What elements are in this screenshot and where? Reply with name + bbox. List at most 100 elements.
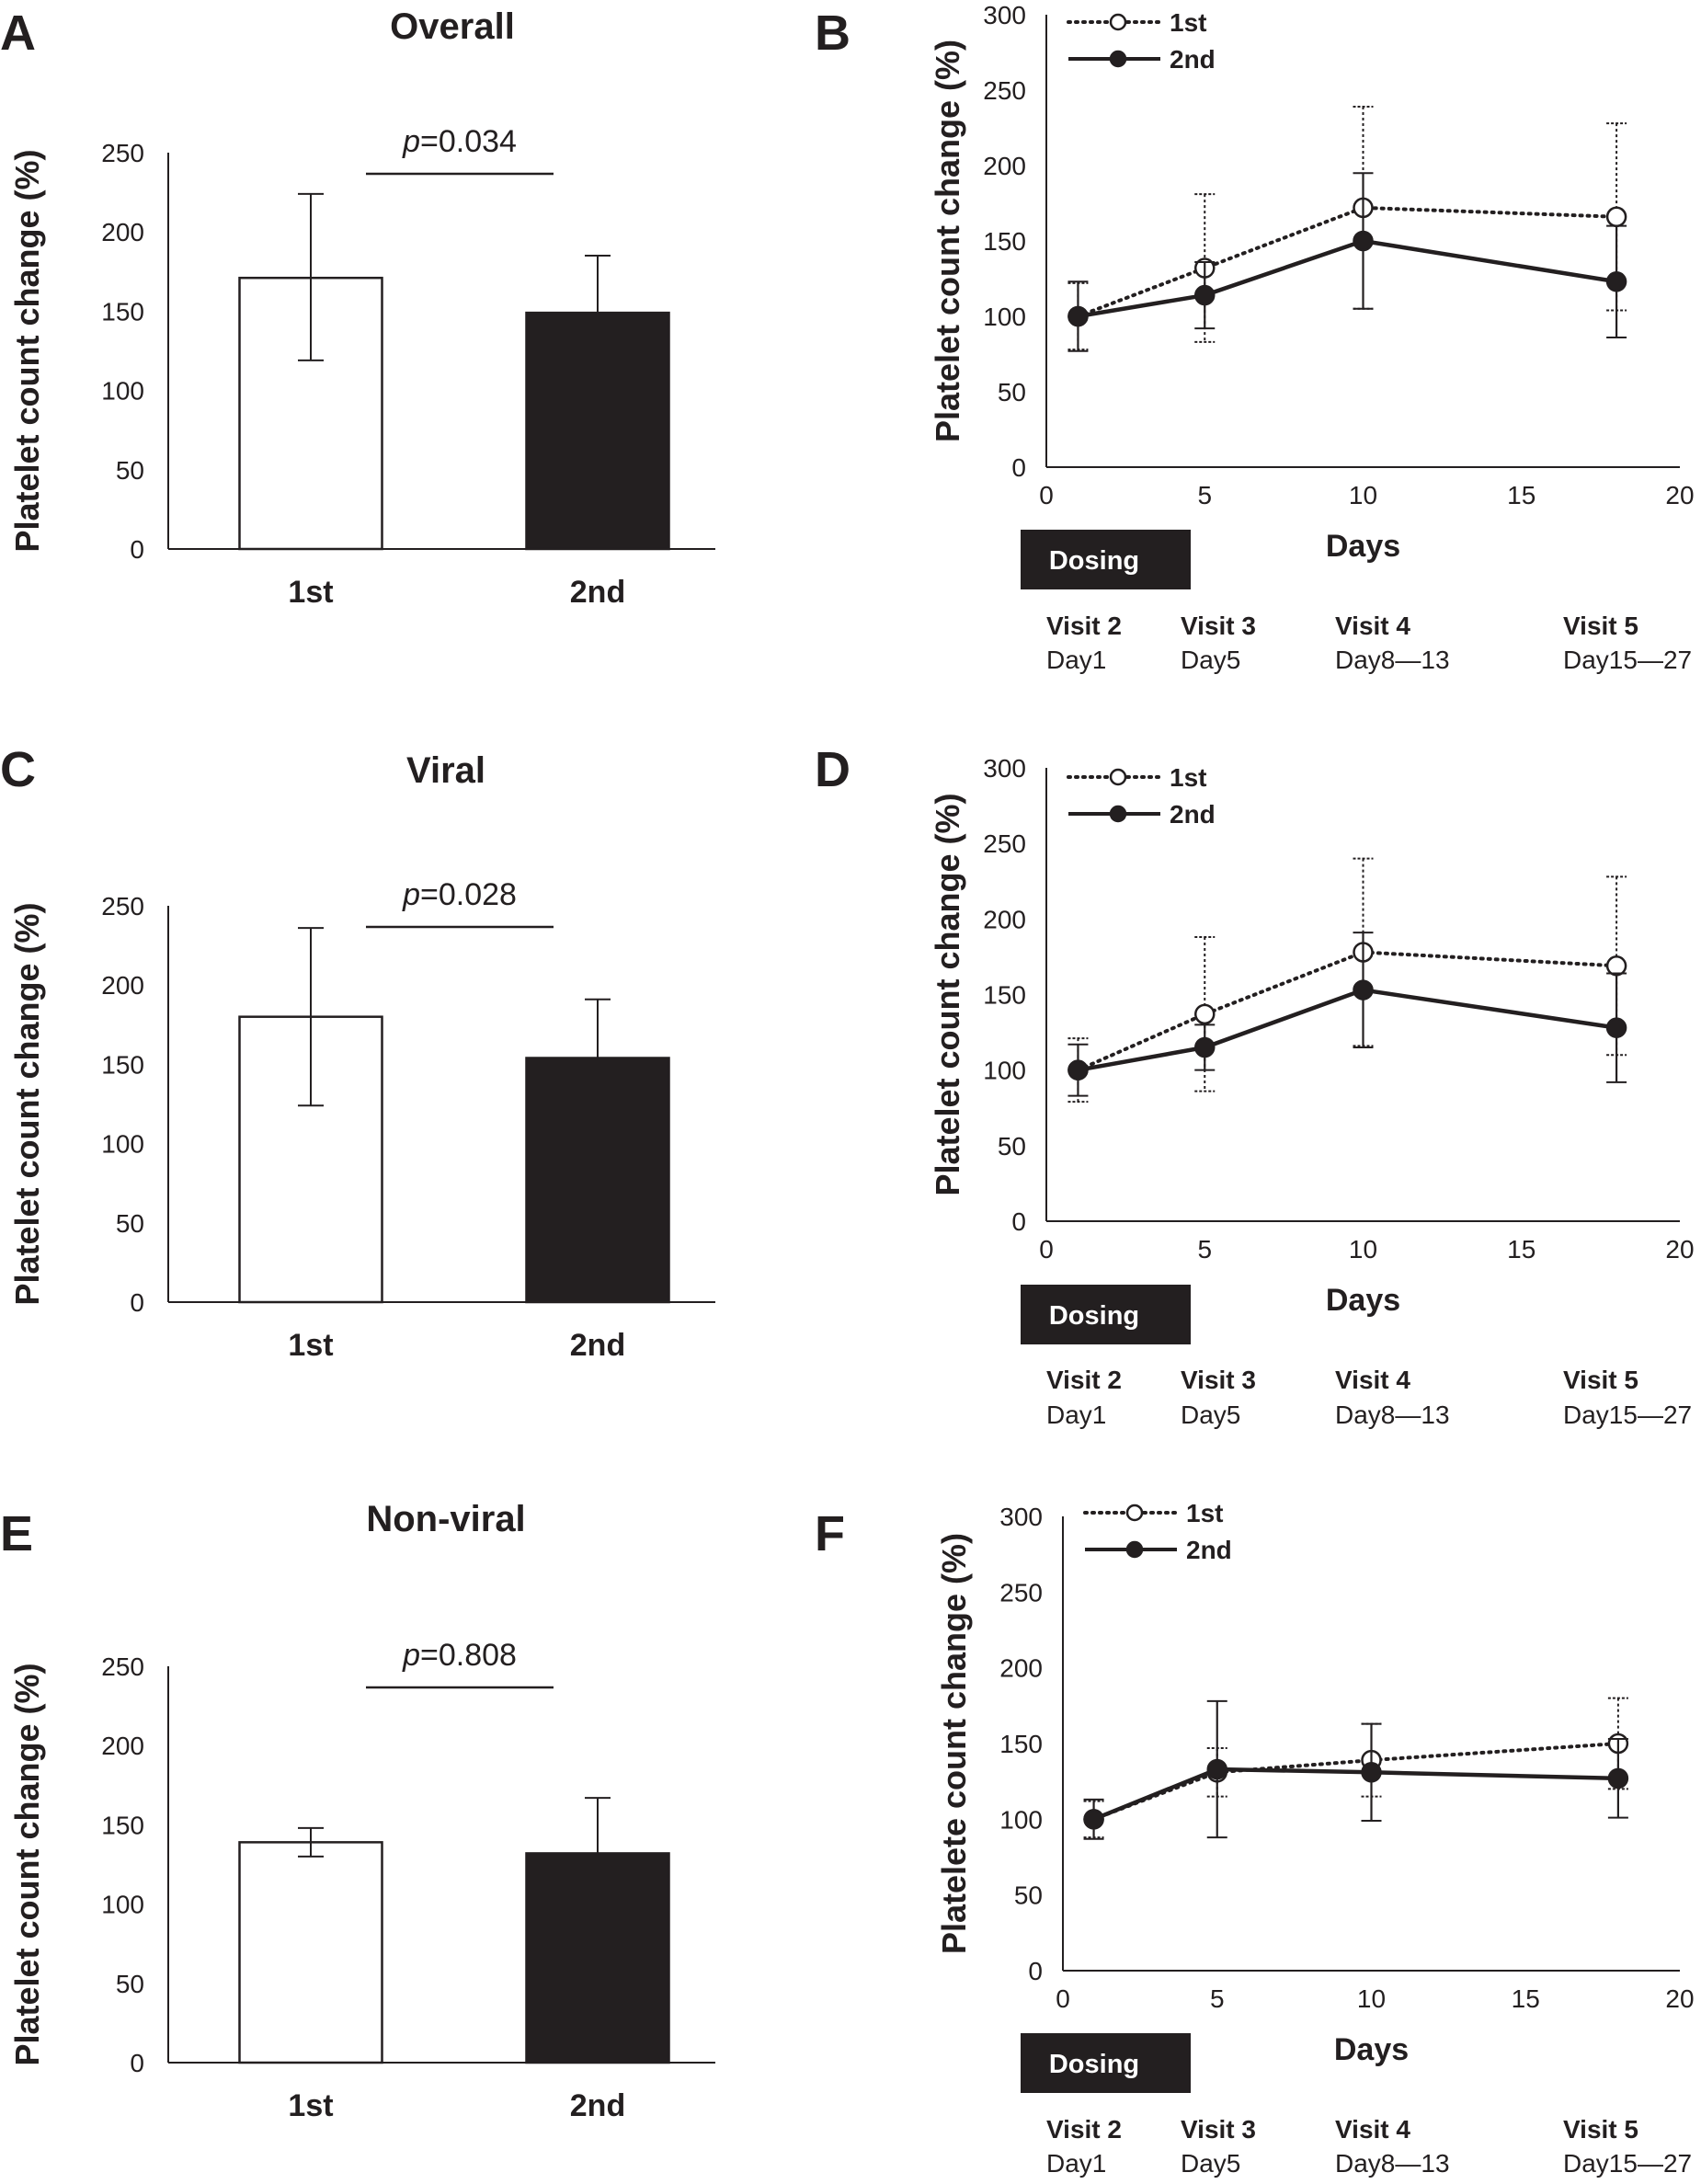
category-label: 1st <box>288 2088 333 2123</box>
y-tick-label: 100 <box>999 1805 1043 1834</box>
series-line <box>1092 1767 1618 1822</box>
series-2nd <box>1067 932 1627 1097</box>
legend-label: 1st <box>1170 8 1206 37</box>
panel-d: D 0 50 100 150 200 250 300 0 5 10 15 20 Platelet coun… <box>815 742 1695 1429</box>
y-tick-label: 200 <box>101 971 144 1000</box>
y-tick-label: 150 <box>101 1811 144 1839</box>
y-tick-label: 0 <box>130 2049 144 2077</box>
y-tick-label: 100 <box>983 1057 1026 1085</box>
bar-2nd <box>525 311 670 551</box>
visit-days: Day15—27 <box>1563 2149 1692 2178</box>
y-axis-title: Platelete count change (%) <box>935 1533 973 1954</box>
visit-5: Visit 5 Day15—27 <box>1563 612 1692 674</box>
visit-days: Day8—13 <box>1335 2149 1450 2178</box>
visit-days: Day5 <box>1181 2149 1240 2178</box>
dosing-label: Dosing <box>1049 546 1139 576</box>
p-symbol: p <box>402 877 420 912</box>
y-axis-title: Platelet count change (%) <box>8 1663 46 2065</box>
p-symbol: p <box>402 124 420 159</box>
y-tick-label: 50 <box>116 1970 144 1998</box>
y-tick-label: 250 <box>983 76 1026 105</box>
category-label: 2nd <box>570 1328 625 1363</box>
y-tick-label: 0 <box>130 1288 144 1317</box>
panel-letter: D <box>815 742 850 797</box>
legend-marker <box>1109 805 1127 823</box>
visit-2: Visit 2 Day1 <box>1046 1366 1122 1429</box>
data-point <box>1083 1809 1104 1830</box>
panel-c: C Viral 0 50 100 150 200 250 Platelet count chan… <box>0 742 715 1363</box>
series-line <box>1076 950 1619 1072</box>
data-point <box>1607 1767 1629 1790</box>
y-tick-label: 300 <box>999 1503 1043 1531</box>
data-point <box>1067 1059 1089 1081</box>
legend-label: 1st <box>1170 763 1206 792</box>
x-axis-title: Days <box>1326 529 1400 564</box>
data-point <box>1605 206 1627 228</box>
panel-e: E Non-viral 0 50 100 150 200 250 Platelet count … <box>0 1499 715 2123</box>
visit-days: Day1 <box>1046 1401 1106 1429</box>
x-tick-label: 15 <box>1507 481 1535 509</box>
x-tick-label: 10 <box>1349 1235 1377 1264</box>
y-tick-label: 200 <box>101 218 144 246</box>
y-tick-label: 0 <box>1028 1957 1043 1985</box>
panel-letter: C <box>0 742 36 797</box>
visit-days: Day15—27 <box>1563 646 1692 674</box>
visit-4: Visit 4 Day8—13 <box>1335 1366 1450 1429</box>
data-point <box>1353 979 1374 1001</box>
legend-marker <box>1125 1540 1144 1559</box>
x-tick-label: 5 <box>1197 481 1212 509</box>
visit-label: Visit 2 <box>1046 1366 1122 1394</box>
y-tick-label: 200 <box>983 905 1026 933</box>
series-2nd <box>1083 1699 1629 1840</box>
y-tick-label: 250 <box>983 829 1026 858</box>
legend-label: 2nd <box>1186 1536 1232 1564</box>
legend-marker <box>1125 1504 1144 1522</box>
panel-letter: E <box>0 1506 33 1561</box>
y-tick-label: 100 <box>101 1130 144 1159</box>
legend-1st: 1st <box>1083 1499 1223 1527</box>
visit-label: Visit 3 <box>1181 2115 1256 2144</box>
legend-marker <box>1109 13 1127 31</box>
panel-b: B 0 50 100 150 200 250 300 0 5 10 15 20 Platelet coun… <box>815 1 1695 674</box>
legend-1st: 1st <box>1067 763 1206 792</box>
series-2nd <box>1067 172 1627 352</box>
visit-4: Visit 4 Day8—13 <box>1335 2115 1450 2178</box>
y-tick-label: 200 <box>999 1654 1043 1683</box>
visit-label: Visit 3 <box>1181 612 1256 640</box>
y-axis-title: Platelet count change (%) <box>929 40 966 442</box>
category-label: 1st <box>288 1328 333 1363</box>
y-tick-label: 250 <box>999 1578 1043 1607</box>
series-line <box>1078 988 1617 1072</box>
p-value-label: p=0.808 <box>402 1638 517 1673</box>
x-tick-label: 20 <box>1665 1984 1694 2013</box>
data-point <box>1194 284 1216 306</box>
panel-letter: F <box>815 1506 845 1561</box>
visit-label: Visit 5 <box>1563 612 1638 640</box>
x-tick-label: 15 <box>1512 1984 1540 2013</box>
dosing-label: Dosing <box>1049 1301 1139 1331</box>
visit-3: Visit 3 Day5 <box>1181 1366 1256 1429</box>
legend-1st: 1st <box>1067 8 1206 37</box>
bar-2nd <box>525 1852 670 2064</box>
legend-2nd: 2nd <box>1068 45 1216 74</box>
y-tick-label: 150 <box>999 1730 1043 1758</box>
dosing-label: Dosing <box>1049 2050 1139 2079</box>
series-line <box>1078 238 1617 319</box>
visit-3: Visit 3 Day5 <box>1181 612 1256 674</box>
dosing-box <box>1021 2033 1191 2093</box>
x-tick-label: 5 <box>1197 1235 1212 1264</box>
x-tick-label: 20 <box>1665 1235 1694 1264</box>
panel-title: Overall <box>390 6 515 47</box>
data-point <box>1206 1758 1227 1780</box>
y-tick-label: 250 <box>101 1652 144 1681</box>
visit-label: Visit 5 <box>1563 2115 1638 2144</box>
y-tick-label: 0 <box>130 535 144 564</box>
x-tick-label: 0 <box>1056 1984 1070 2013</box>
bar-1st <box>238 1841 383 2064</box>
dosing-box <box>1021 1285 1191 1344</box>
y-tick-label: 250 <box>101 139 144 167</box>
y-tick-label: 50 <box>998 378 1026 406</box>
y-tick-label: 300 <box>983 1 1026 29</box>
legend-2nd: 2nd <box>1068 800 1216 829</box>
